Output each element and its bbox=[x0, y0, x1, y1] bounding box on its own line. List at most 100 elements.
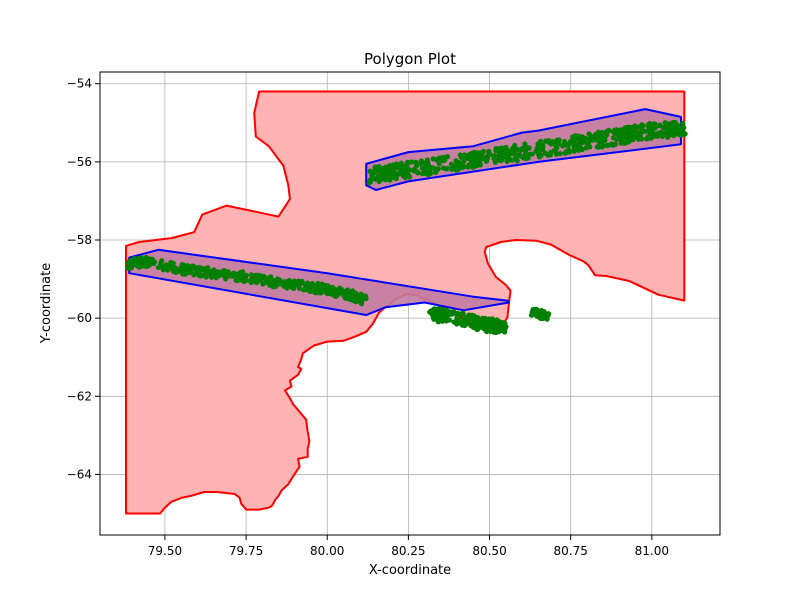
data-point bbox=[456, 318, 462, 324]
data-point bbox=[125, 265, 131, 271]
data-point bbox=[663, 125, 669, 131]
data-point bbox=[325, 283, 331, 289]
data-point bbox=[502, 152, 508, 158]
data-point bbox=[596, 138, 602, 144]
y-tick-label: −56 bbox=[67, 155, 92, 169]
data-point bbox=[651, 121, 657, 127]
data-point bbox=[659, 129, 665, 135]
data-point bbox=[160, 267, 166, 273]
data-point bbox=[462, 320, 468, 326]
point-cluster-lower-strip bbox=[125, 254, 369, 307]
data-point bbox=[490, 318, 496, 324]
data-point bbox=[308, 284, 314, 290]
data-point bbox=[184, 263, 190, 269]
data-point bbox=[405, 171, 411, 177]
data-point bbox=[433, 169, 439, 175]
data-point bbox=[513, 155, 519, 161]
data-point bbox=[399, 161, 405, 168]
data-point bbox=[493, 323, 499, 329]
data-point bbox=[604, 142, 610, 149]
data-point bbox=[587, 144, 593, 150]
data-point bbox=[357, 298, 364, 304]
data-point bbox=[461, 164, 467, 170]
data-point bbox=[466, 152, 472, 158]
plot-area: 79.50 79.75 80.00 80.25 80.50 80.75 81.00 −64 −6… bbox=[67, 71, 721, 558]
x-tick-label: 79.50 bbox=[148, 544, 182, 558]
data-point bbox=[495, 157, 502, 163]
data-point bbox=[473, 322, 479, 328]
data-point bbox=[542, 150, 548, 156]
data-point bbox=[167, 264, 173, 271]
data-point bbox=[457, 152, 463, 158]
data-point bbox=[443, 307, 449, 313]
data-point bbox=[477, 322, 483, 328]
data-point bbox=[611, 142, 617, 148]
data-point bbox=[529, 151, 535, 157]
data-point bbox=[203, 274, 209, 280]
data-point bbox=[378, 174, 384, 180]
data-point bbox=[257, 272, 263, 279]
x-tick-label: 80.50 bbox=[472, 544, 506, 558]
data-point bbox=[630, 137, 636, 143]
data-point bbox=[389, 163, 395, 169]
data-point bbox=[602, 137, 608, 144]
data-point bbox=[353, 299, 359, 305]
data-point bbox=[299, 278, 305, 284]
data-point bbox=[623, 131, 629, 137]
data-point bbox=[451, 319, 457, 325]
data-point bbox=[440, 156, 446, 162]
data-point bbox=[358, 291, 364, 297]
data-point bbox=[643, 128, 649, 135]
data-point bbox=[489, 325, 495, 331]
y-tick-label: −64 bbox=[67, 467, 92, 481]
data-point bbox=[578, 140, 584, 146]
data-point bbox=[132, 257, 138, 263]
data-point bbox=[233, 277, 239, 283]
data-point bbox=[322, 288, 328, 294]
data-point bbox=[267, 278, 273, 284]
data-point bbox=[629, 127, 635, 133]
data-point bbox=[624, 135, 631, 141]
data-point bbox=[182, 271, 188, 277]
data-point bbox=[647, 121, 653, 128]
data-point bbox=[563, 148, 569, 155]
data-point bbox=[468, 321, 474, 327]
data-point bbox=[653, 131, 660, 137]
data-point bbox=[562, 139, 568, 145]
data-point bbox=[444, 154, 451, 160]
data-point bbox=[348, 291, 354, 297]
y-tick-label: −60 bbox=[67, 311, 92, 325]
data-point bbox=[422, 170, 428, 176]
data-point bbox=[413, 162, 420, 169]
data-point bbox=[179, 264, 185, 270]
data-point bbox=[679, 120, 686, 126]
data-point bbox=[480, 148, 487, 155]
data-point bbox=[522, 148, 529, 154]
data-point bbox=[337, 285, 343, 291]
data-point bbox=[547, 152, 553, 158]
y-tick-label: −54 bbox=[67, 77, 92, 91]
data-point bbox=[362, 293, 369, 299]
data-point bbox=[211, 267, 217, 273]
data-point bbox=[138, 263, 145, 269]
data-point bbox=[382, 177, 388, 183]
data-point bbox=[429, 309, 435, 315]
point-cluster-upper-strip bbox=[366, 119, 688, 186]
data-point bbox=[466, 312, 472, 318]
data-point bbox=[471, 149, 477, 156]
data-point bbox=[493, 146, 499, 152]
y-axis-label: Y-coordinate bbox=[39, 263, 54, 344]
data-point bbox=[640, 123, 646, 129]
x-tick-label: 81.00 bbox=[635, 544, 669, 558]
data-point bbox=[240, 274, 246, 281]
data-point bbox=[404, 164, 410, 171]
data-point bbox=[254, 279, 260, 286]
data-point bbox=[313, 288, 319, 294]
data-point bbox=[233, 271, 239, 277]
data-point bbox=[427, 170, 434, 176]
data-point bbox=[146, 259, 152, 265]
data-point bbox=[539, 142, 546, 148]
data-point bbox=[510, 151, 516, 157]
